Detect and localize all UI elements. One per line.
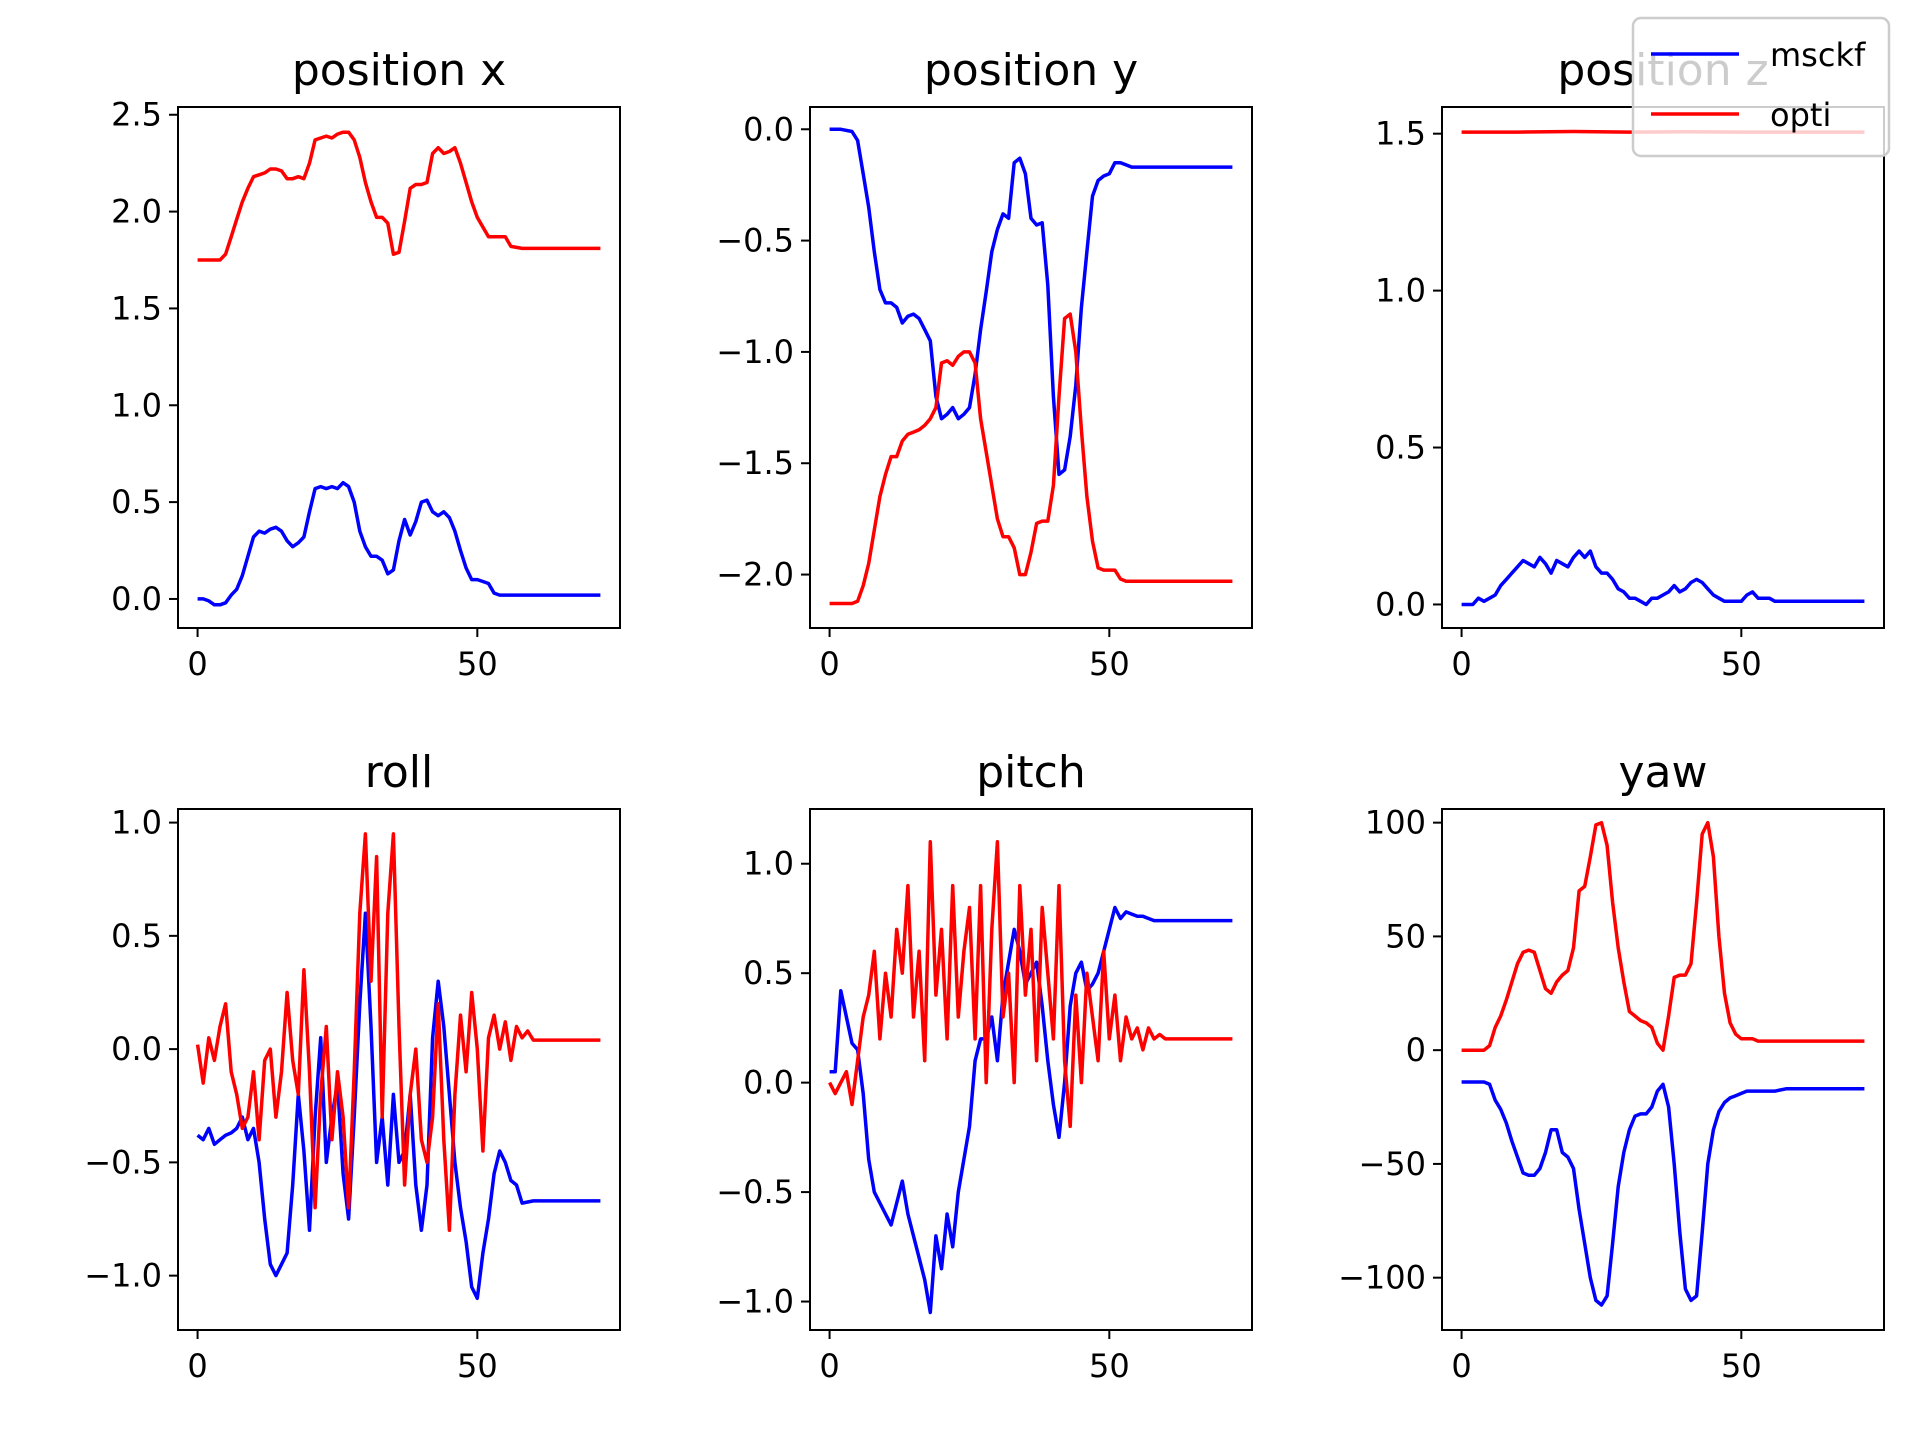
y-tick-label: 1.0 [111,386,162,424]
subplot-title: roll [365,747,434,798]
legend-label-opti: opti [1770,96,1831,134]
x-tick-label: 0 [1451,1347,1471,1385]
x-tick-label: 50 [1089,1347,1130,1385]
subplot-title: pitch [976,747,1085,798]
series-line-msckf [197,480,601,607]
x-tick-label: 0 [187,645,207,683]
y-tick-label: −1.0 [84,1257,162,1295]
y-tick-label: −100 [1338,1259,1426,1297]
legend-label-msckf: msckf [1770,36,1866,74]
y-tick-label: 1.0 [743,845,794,883]
y-tick-label: 50 [1385,917,1426,955]
axes-frame [177,808,621,1331]
series-line-opti [197,130,601,262]
y-tick-label: −0.5 [716,1173,794,1211]
y-tick-label: 0.5 [111,483,162,521]
y-tick-label: −1.0 [716,333,794,371]
y-tick-label: 0.0 [111,1030,162,1068]
series-line-msckf [196,911,601,1301]
subplot-grid: 0.0 0.5 1.0 1.5 2.0 2.5 0 50 position x 0.0 −0.5 −1… [84,45,1885,1385]
x-tick-label: 0 [1451,645,1471,683]
axes-frame [1441,808,1885,1331]
subplot-title: yaw [1619,747,1708,798]
x-tick-label: 50 [1721,1347,1762,1385]
y-tick-label: 2.5 [111,96,162,134]
y-tick-label: 0 [1406,1031,1426,1069]
x-tick-label: 50 [457,1347,498,1385]
subplot-title: position x [292,45,506,96]
series-line-opti [1461,820,1865,1052]
y-tick-label: −2.0 [716,556,794,594]
y-tick-label: −1.0 [716,1283,794,1321]
series-line-msckf [829,905,1233,1315]
x-tick-label: 50 [1089,645,1130,683]
series-line-msckf [1461,549,1865,607]
subplot-5: 1.0 0.5 0.0 −0.5 −1.0 0 50 pitch [716,747,1253,1385]
series-line-opti [828,840,1233,1129]
subplot-4: 1.0 0.5 0.0 −0.5 −1.0 0 50 roll [84,747,621,1385]
y-tick-label: 0.5 [1375,429,1426,467]
axes-frame [809,808,1253,1331]
y-tick-label: 1.0 [111,804,162,842]
x-tick-label: 0 [187,1347,207,1385]
subplot-2: 0.0 −0.5 −1.0 −1.5 −2.0 0 50 position y [716,45,1253,683]
series-line-msckf [1461,1080,1865,1307]
y-tick-label: 0.0 [111,580,162,618]
y-tick-label: 0.0 [1375,585,1426,623]
x-tick-label: 0 [819,1347,839,1385]
y-tick-label: −0.5 [716,222,794,260]
legend: msckf opti [1631,16,1891,158]
y-tick-label: 1.5 [111,289,162,327]
y-tick-label: −50 [1358,1145,1426,1183]
subplot-6: 100 50 0 −50 −100 0 50 yaw [1338,747,1885,1385]
axes-frame [809,106,1253,629]
x-tick-label: 50 [457,645,498,683]
subplot-1: 0.0 0.5 1.0 1.5 2.0 2.5 0 50 position x [111,45,621,683]
x-tick-label: 0 [819,645,839,683]
series-line-msckf [829,127,1233,477]
y-tick-label: 0.5 [111,917,162,955]
subplot-title: position y [924,45,1138,96]
y-tick-label: 0.0 [743,1064,794,1102]
y-tick-label: −1.5 [716,444,794,482]
y-tick-label: 100 [1365,804,1426,842]
y-tick-label: 2.0 [111,193,162,231]
y-tick-label: 1.5 [1375,115,1426,153]
axes-frame [177,106,621,629]
y-tick-label: 0.0 [743,110,794,148]
series-line-opti [195,832,601,1233]
y-tick-label: 1.0 [1375,272,1426,310]
series-line-opti [829,312,1233,606]
x-tick-label: 50 [1721,645,1762,683]
y-tick-label: −0.5 [84,1143,162,1181]
y-tick-label: 0.5 [743,954,794,992]
